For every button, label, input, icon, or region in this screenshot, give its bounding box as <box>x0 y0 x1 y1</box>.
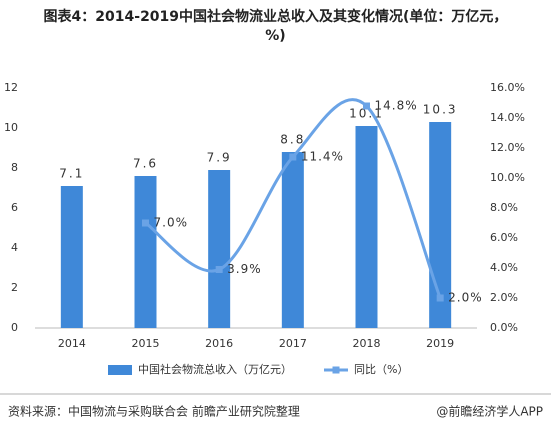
bar <box>429 122 452 328</box>
legend-swatch <box>332 366 340 374</box>
y-tick-label: 2 <box>11 281 18 294</box>
line-marker <box>436 294 444 302</box>
data-label: 10.3 <box>423 103 458 117</box>
data-label: 3.9% <box>227 262 262 276</box>
y2-tick-label: 0.0% <box>490 321 518 334</box>
data-label: 11.4% <box>301 150 344 164</box>
y-tick-label: 12 <box>4 81 18 94</box>
y2-tick-label: 6.0% <box>490 231 518 244</box>
bar <box>208 170 231 328</box>
data-label: 7.1 <box>59 167 84 181</box>
source: 资料来源：中国物流与采购联合会 前瞻产业研究院整理 <box>8 404 300 419</box>
line-marker <box>142 219 149 227</box>
credit: @前瞻经济学人APP <box>436 404 543 419</box>
y-tick-label: 4 <box>11 241 18 254</box>
x-tick-label: 2016 <box>205 337 233 350</box>
y2-tick-label: 16.0% <box>490 81 525 94</box>
bar <box>60 186 83 328</box>
bar <box>134 176 157 328</box>
y2-tick-label: 2.0% <box>490 291 518 304</box>
y2-tick-label: 14.0% <box>490 111 525 124</box>
data-label: 7.9 <box>207 151 232 165</box>
line-marker <box>215 266 223 273</box>
y2-tick-label: 12.0% <box>490 141 525 154</box>
data-label: 7.6 <box>133 157 158 171</box>
x-tick-label: 2015 <box>132 337 160 350</box>
y-tick-label: 10 <box>4 121 18 134</box>
x-tick-label: 2019 <box>426 337 454 350</box>
legend-label: 同比（%） <box>354 363 408 376</box>
chart-title: 图表4：2014-2019中国社会物流业总收入及其变化情况(单位：万亿元，%) <box>43 9 508 44</box>
line-marker <box>363 102 370 110</box>
x-tick-label: 2014 <box>58 337 86 350</box>
data-label: 8.8 <box>280 133 305 147</box>
y-tick-label: 0 <box>11 321 18 334</box>
line-marker <box>289 153 297 161</box>
data-label: 7.0% <box>154 216 189 230</box>
line <box>144 98 442 299</box>
bar <box>281 152 304 328</box>
data-label: 14.8% <box>375 99 418 113</box>
y2-tick-label: 10.0% <box>490 171 525 184</box>
y2-tick-label: 8.0% <box>490 201 518 214</box>
x-tick-label: 2017 <box>279 337 307 350</box>
x-tick-label: 2018 <box>353 337 381 350</box>
y-tick-label: 8 <box>11 161 18 174</box>
bar <box>355 126 378 328</box>
legend-swatch <box>108 365 132 375</box>
y-tick-label: 6 <box>11 201 18 214</box>
y2-tick-label: 4.0% <box>490 261 518 274</box>
legend-label: 中国社会物流总收入（万亿元） <box>138 362 292 376</box>
data-label: 2.0% <box>448 291 483 305</box>
